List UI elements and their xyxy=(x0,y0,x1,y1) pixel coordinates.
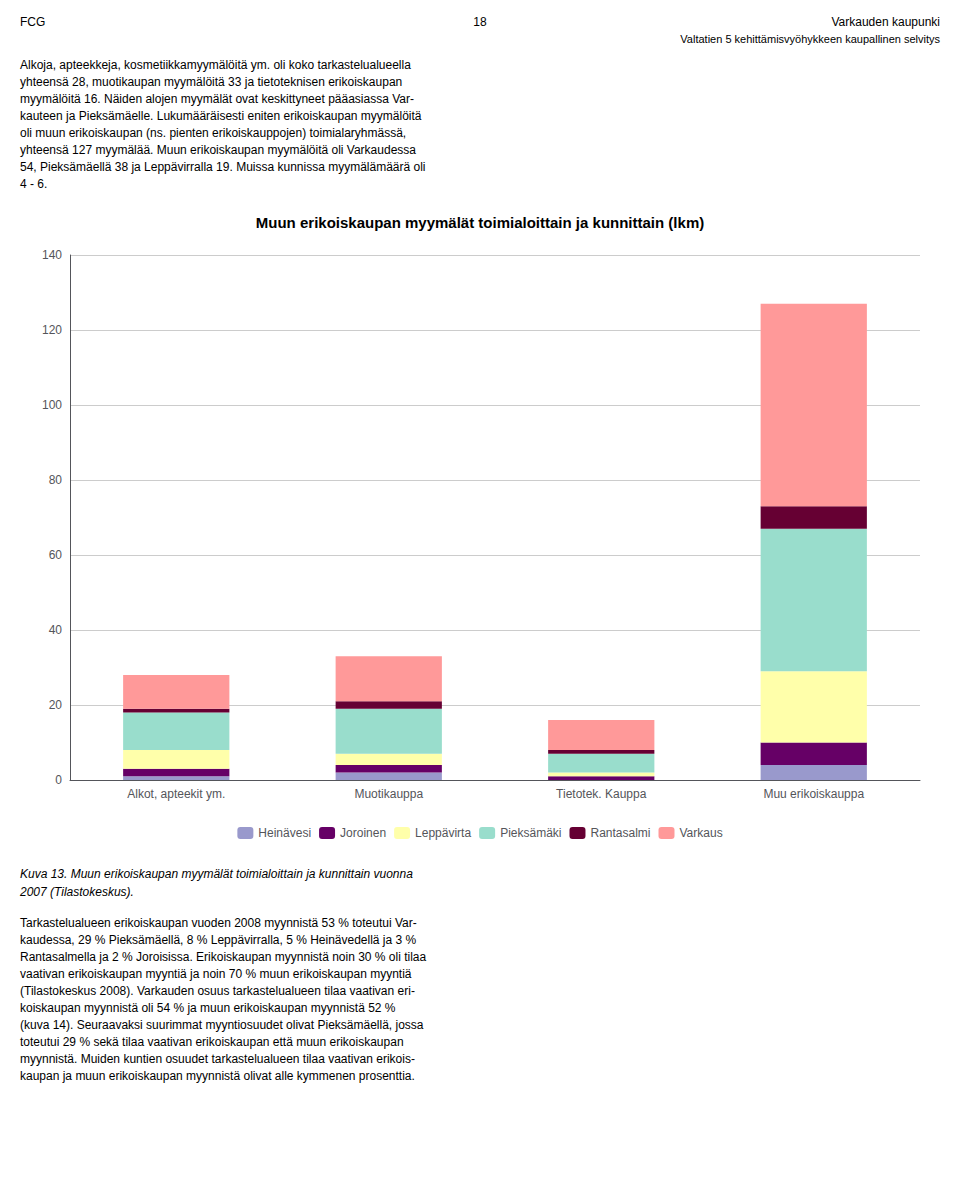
svg-text:Muu erikoiskauppa: Muu erikoiskauppa xyxy=(763,787,864,801)
svg-text:kaudessa, 29 % Pieksämäellä, 8: kaudessa, 29 % Pieksämäellä, 8 % Leppävi… xyxy=(20,933,417,947)
svg-text:60: 60 xyxy=(49,548,63,562)
svg-text:Muun erikoiskaupan myymälät to: Muun erikoiskaupan myymälät toimialoitta… xyxy=(256,214,704,231)
svg-text:Pieksämäki: Pieksämäki xyxy=(500,826,561,840)
svg-text:Joroinen: Joroinen xyxy=(340,826,386,840)
svg-text:Varkaus: Varkaus xyxy=(680,826,723,840)
svg-text:(kuva 14). Seuraavaksi suurimm: (kuva 14). Seuraavaksi suurimmat myyntio… xyxy=(20,1018,424,1032)
svg-text:Heinävesi: Heinävesi xyxy=(258,826,311,840)
svg-text:20: 20 xyxy=(49,698,63,712)
svg-text:40: 40 xyxy=(49,623,63,637)
svg-text:kauteen ja Pieksämäelle. Lukum: kauteen ja Pieksämäelle. Lukumääräisesti… xyxy=(20,109,422,123)
svg-text:oli muun erikoiskaupan (ns. pi: oli muun erikoiskaupan (ns. pienten erik… xyxy=(20,126,406,140)
svg-text:vaativan erikoiskaupan myyntiä: vaativan erikoiskaupan myyntiä ja noin 7… xyxy=(20,967,412,981)
svg-text:2007 (Tilastokeskus).: 2007 (Tilastokeskus). xyxy=(19,885,134,899)
svg-text:0: 0 xyxy=(55,773,62,787)
svg-text:Varkauden kaupunki: Varkauden kaupunki xyxy=(831,15,940,29)
svg-text:100: 100 xyxy=(42,398,62,412)
svg-text:Alkot, apteekit ym.: Alkot, apteekit ym. xyxy=(127,787,225,801)
svg-text:Tietotek. Kauppa: Tietotek. Kauppa xyxy=(556,787,647,801)
svg-text:Rantasalmella ja 2 % Joroisiss: Rantasalmella ja 2 % Joroisissa. Erikois… xyxy=(20,950,427,964)
svg-text:FCG: FCG xyxy=(20,15,45,29)
svg-text:yhteensä 127 myymälää. Muun er: yhteensä 127 myymälää. Muun erikoiskaupa… xyxy=(20,143,416,157)
svg-text:Valtatien 5 kehittämisvyöhykke: Valtatien 5 kehittämisvyöhykkeen kaupall… xyxy=(680,33,940,45)
svg-text:Tarkastelualueen erikoiskaupan: Tarkastelualueen erikoiskaupan vuoden 20… xyxy=(20,916,417,930)
svg-text:Kuva 13. Muun erikoiskaupan my: Kuva 13. Muun erikoiskaupan myymälät toi… xyxy=(20,867,413,881)
svg-text:koiskaupan myynnistä oli 54 %: koiskaupan myynnistä oli 54 % ja muun er… xyxy=(20,1001,396,1015)
svg-text:4 - 6.: 4 - 6. xyxy=(20,177,47,191)
svg-text:18: 18 xyxy=(473,15,487,29)
svg-text:myynnistä. Muiden kuntien osuu: myynnistä. Muiden kuntien osuudet tarkas… xyxy=(20,1052,415,1066)
svg-text:kaupan ja muun erikoiskaupan m: kaupan ja muun erikoiskaupan myynnistä o… xyxy=(20,1069,415,1083)
svg-text:Muotikauppa: Muotikauppa xyxy=(354,787,423,801)
svg-text:80: 80 xyxy=(49,473,63,487)
svg-text:myymälöitä 16. Näiden alojen m: myymälöitä 16. Näiden alojen myymälät ov… xyxy=(20,92,414,106)
svg-text:54, Pieksämäellä 38 ja Leppävi: 54, Pieksämäellä 38 ja Leppävirralla 19.… xyxy=(20,160,426,174)
svg-text:Leppävirta: Leppävirta xyxy=(415,826,471,840)
svg-text:toteutui 29 % sekä tilaa vaati: toteutui 29 % sekä tilaa vaativan erikoi… xyxy=(20,1035,404,1049)
svg-text:140: 140 xyxy=(42,248,62,262)
svg-text:120: 120 xyxy=(42,323,62,337)
svg-text:(Tilastokeskus 2008). Varkaude: (Tilastokeskus 2008). Varkauden osuus ta… xyxy=(20,984,415,998)
svg-text:Rantasalmi: Rantasalmi xyxy=(590,826,650,840)
svg-text:Alkoja, apteekkeja, kosmetiikk: Alkoja, apteekkeja, kosmetiikkamyymälöit… xyxy=(20,58,411,72)
svg-text:yhteensä 28, muotikaupan myymä: yhteensä 28, muotikaupan myymälöitä 33 j… xyxy=(20,75,402,89)
